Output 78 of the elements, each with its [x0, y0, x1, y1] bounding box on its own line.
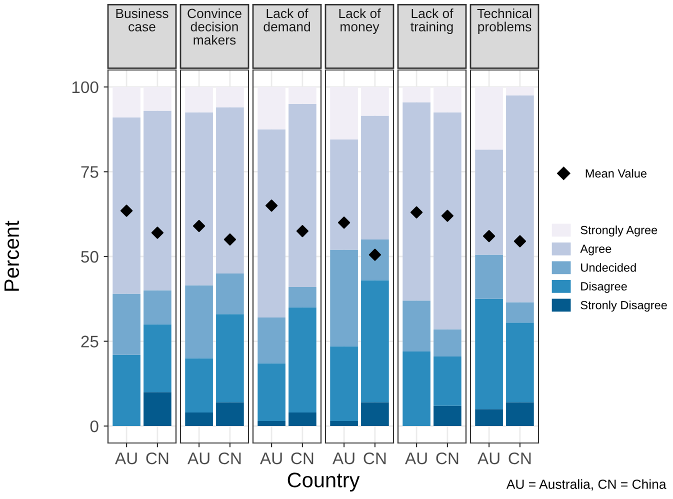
y-tick-label: 50 [81, 250, 98, 263]
y-tick-label: 25 [81, 336, 98, 348]
bar [216, 273, 244, 314]
bar [330, 250, 358, 346]
bar [361, 240, 389, 280]
x-tick-label: CN [146, 452, 168, 464]
y-tick-label: 100 [72, 81, 98, 94]
x-axis-title: Country [288, 472, 360, 492]
bar [216, 402, 244, 426]
bar [506, 302, 534, 323]
y-tick-label: 75 [81, 166, 98, 178]
bar [475, 409, 503, 426]
x-tick-label: CN [218, 452, 241, 464]
bar [361, 402, 389, 426]
chart-title: Lack of training [410, 8, 454, 34]
bar [506, 95, 534, 302]
bar [330, 140, 358, 250]
legend-label: Strongly Agree [580, 226, 658, 237]
legend-label: Mean Value [586, 168, 647, 178]
bar [258, 420, 286, 426]
bar [506, 322, 534, 402]
legend-label: Disagree [581, 282, 627, 293]
text: AU = Australia, CN = China [506, 479, 666, 490]
x-tick-label: CN [436, 452, 458, 464]
bar [475, 150, 503, 255]
bar [475, 298, 503, 410]
x-tick-label: AU [405, 452, 427, 464]
bar [258, 318, 286, 364]
bar [185, 112, 213, 286]
x-tick-label: AU [115, 452, 137, 464]
bar [288, 104, 316, 288]
chart-title: Lack of money [339, 8, 381, 34]
bar [112, 117, 140, 294]
y-axis-title: Percent [4, 220, 20, 291]
bar [330, 346, 358, 421]
bar [434, 329, 462, 357]
legend-label: Agree [580, 244, 612, 256]
bar [402, 102, 430, 301]
chart-title: Convince decision makers [188, 8, 242, 45]
bar [185, 358, 213, 412]
x-tick-label: AU [188, 452, 210, 464]
x-tick-label: AU [332, 452, 354, 464]
bar [288, 307, 316, 412]
bar [185, 412, 213, 426]
chart-title: Technical problems [477, 8, 532, 34]
bar [258, 129, 286, 318]
x-tick-label: AU [478, 452, 500, 464]
bar [185, 285, 213, 358]
bar [434, 112, 462, 330]
bar [216, 314, 244, 402]
bar [112, 354, 140, 426]
bar [402, 300, 430, 352]
y-tick-label: 0 [90, 420, 98, 432]
chart-title: Lack of demand [264, 8, 310, 32]
legend-label: Stronly Disagree [580, 300, 667, 312]
bar [361, 116, 389, 240]
bar [112, 294, 140, 355]
x-tick-label: CN [364, 452, 386, 464]
bar [216, 107, 244, 274]
bar [144, 392, 172, 426]
bar [288, 412, 316, 426]
legend-label: Undecided [581, 263, 636, 272]
bar [144, 290, 172, 324]
bar [434, 406, 462, 426]
bar [330, 420, 358, 426]
bar [434, 356, 462, 406]
bar [144, 110, 172, 290]
chart-title: Business case [116, 8, 168, 32]
bar [258, 363, 286, 421]
bar [144, 324, 172, 392]
bar [361, 280, 389, 402]
x-tick-label: AU [260, 452, 282, 464]
bar [475, 254, 503, 299]
x-tick-label: CN [291, 452, 314, 464]
x-tick-label: CN [508, 452, 531, 464]
bar [506, 402, 534, 426]
bar [402, 351, 430, 426]
bar [288, 287, 316, 308]
